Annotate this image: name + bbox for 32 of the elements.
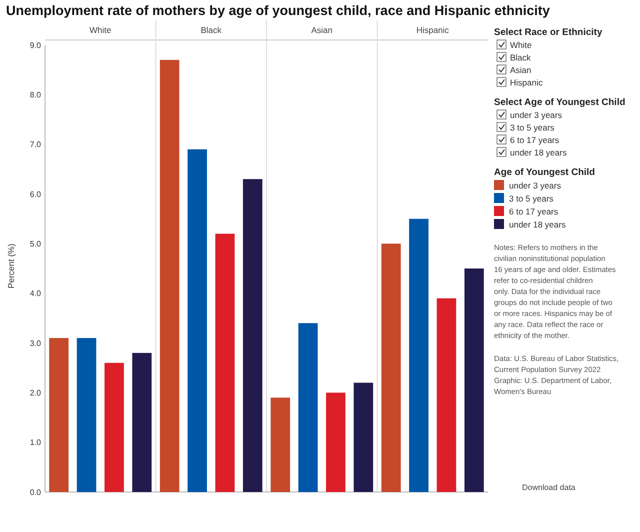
y-tick-label: 1.0 [30, 438, 42, 448]
y-tick-label: 0.0 [30, 488, 42, 497]
y-axis-title: Percent (%) [6, 243, 16, 288]
legend-label: 3 to 5 years [509, 194, 554, 204]
x-tick-label: White [90, 25, 112, 35]
legend-label: under 3 years [509, 180, 561, 190]
x-tick-label: Black [200, 25, 222, 35]
text: Download data [522, 483, 576, 492]
text: under 18 years [510, 148, 567, 158]
y-tick-label: 4.0 [30, 289, 42, 298]
y-tick-label: 5.0 [30, 239, 42, 248]
x-tick-label: Hispanic [416, 25, 450, 35]
y-tick-label: 6.0 [30, 190, 42, 199]
y-tick-label: 9.0 [30, 40, 42, 50]
category-label: Black [510, 52, 531, 62]
category-label: Asian [510, 65, 532, 75]
text: Select Race or Ethnicity [494, 27, 603, 38]
text: 6 to 17 years [510, 135, 560, 145]
legend-label: 6 to 17 years [509, 206, 558, 216]
category-label: White [510, 40, 532, 50]
text: under 3 years [510, 110, 562, 120]
text: Select Age of Youngest Child [494, 97, 626, 108]
y-tick-label: 7.0 [30, 140, 42, 150]
y-tick-label: 3.0 [30, 338, 42, 348]
y-tick-label: 8.0 [30, 90, 42, 100]
legend-title: Age of Youngest Child [494, 167, 596, 178]
text: 3 to 5 years [510, 122, 554, 132]
y-tick-label: 2.0 [30, 388, 42, 398]
chart-title: Unemployment rate of mothers by age of youngest child, race and Hispanic ethnicity [6, 3, 550, 18]
category-label: Hispanic [510, 78, 543, 88]
legend-label: under 18 years [509, 220, 566, 230]
x-tick-label: Asian [311, 25, 333, 35]
